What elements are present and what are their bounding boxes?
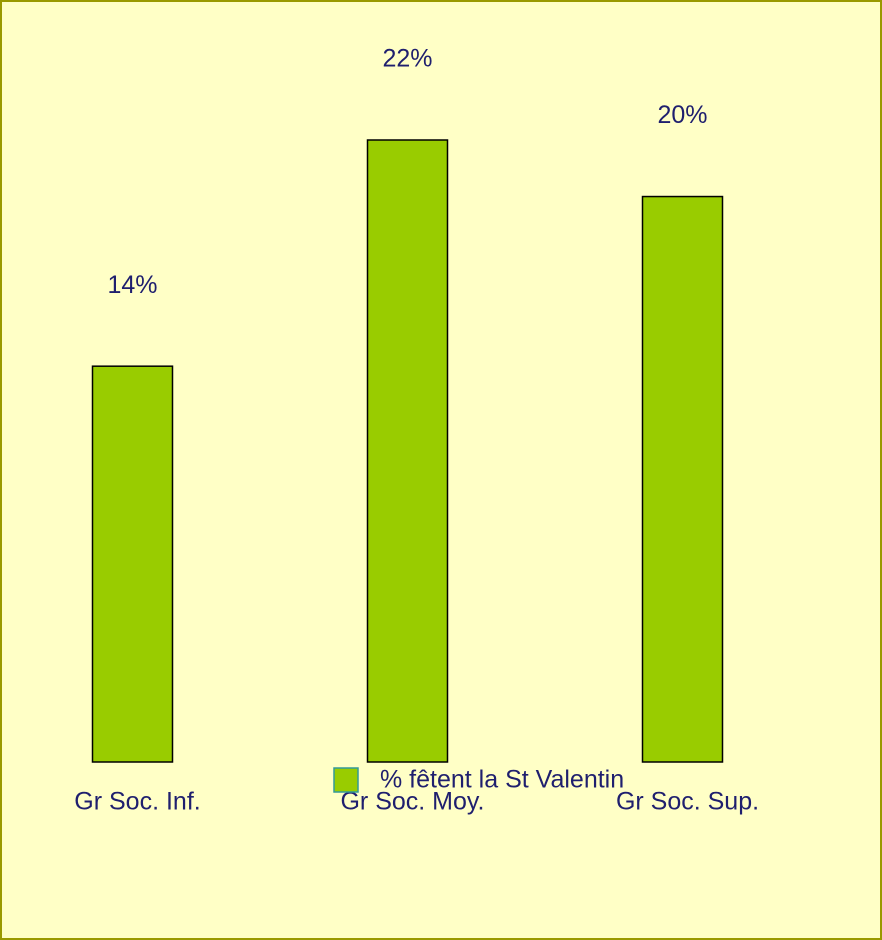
- x-tick-label: Gr Soc. Moy.: [340, 788, 484, 816]
- bar: [641, 195, 724, 763]
- value-label: 14%: [107, 271, 157, 299]
- x-tick-label: Gr Soc. Inf.: [74, 788, 200, 816]
- legend-label: % fêtent la St Valentin: [380, 766, 624, 794]
- legend-swatch: [333, 767, 359, 793]
- value-label: 20%: [657, 101, 707, 129]
- bar: [366, 139, 449, 763]
- bar: [91, 365, 174, 763]
- x-tick-label: Gr Soc. Sup.: [616, 788, 759, 816]
- value-label: 22%: [382, 45, 432, 73]
